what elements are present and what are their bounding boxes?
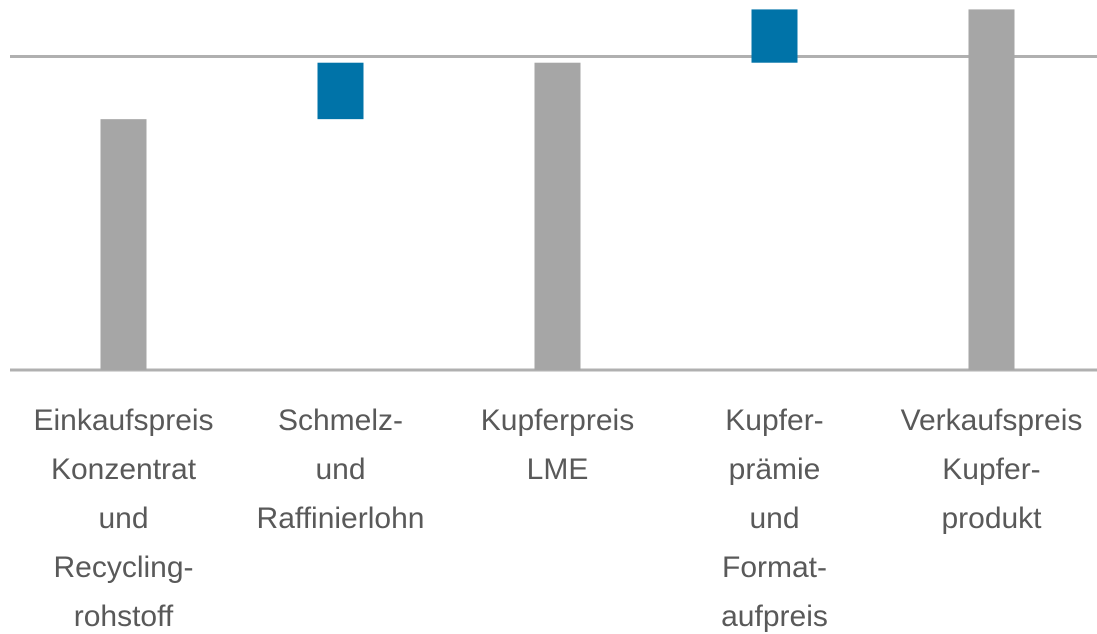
x-tick-label: produkt (941, 502, 1042, 535)
x-tick-label: Einkaufspreis (33, 404, 213, 437)
x-tick-label: Kupfer- (942, 453, 1040, 486)
x-tick-label: Raffinierlohn (257, 502, 425, 535)
total-bar (534, 62, 581, 371)
x-tick-label: prämie (729, 453, 821, 486)
x-tick-label: Kupferpreis (481, 404, 634, 437)
total-bar (100, 119, 147, 370)
x-tick-label: Schmelz- (278, 404, 403, 437)
delta-bar (317, 62, 364, 120)
x-tick-label: Verkaufspreis (901, 404, 1083, 437)
delta-bar (751, 9, 798, 63)
x-tick-label: Kupfer- (725, 404, 823, 437)
x-tick-label: und (315, 453, 365, 486)
x-tick-label: und (98, 502, 148, 535)
x-tick-label: aufpreis (721, 600, 828, 633)
x-tick-label: Recycling- (53, 551, 193, 584)
x-tick-label: und (749, 502, 799, 535)
x-tick-label: rohstoff (74, 600, 174, 633)
x-tick-label: LME (527, 453, 589, 486)
x-tick-label: Format- (722, 551, 827, 584)
x-tick-label: Konzentrat (51, 453, 197, 486)
total-bar (968, 9, 1015, 371)
